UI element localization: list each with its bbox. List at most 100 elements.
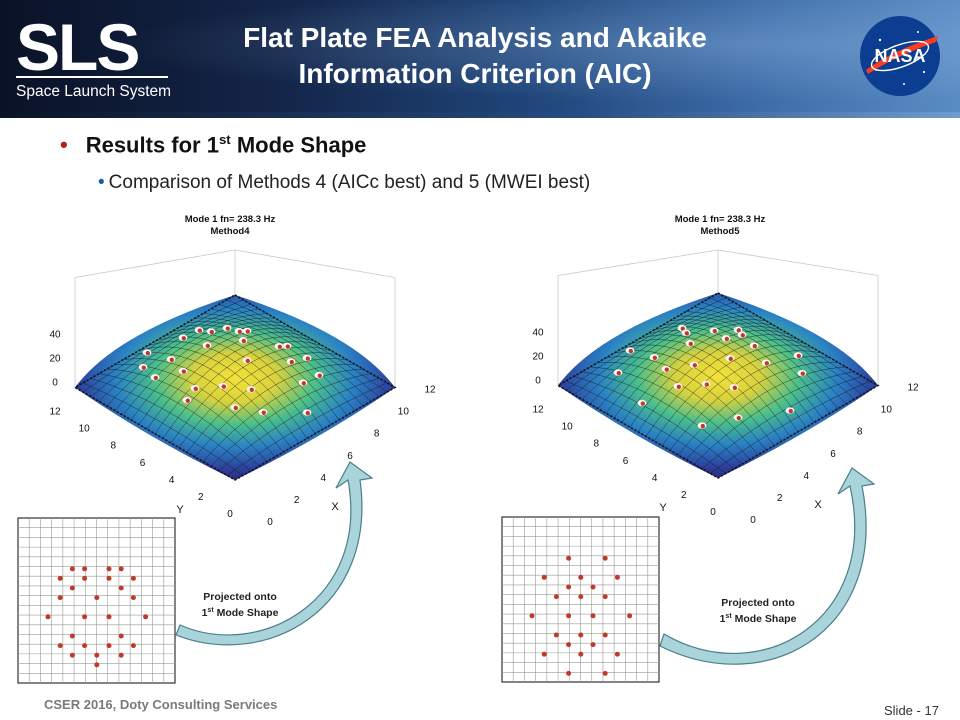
arrow-label-sup: st (207, 607, 214, 614)
plot-axes (557, 249, 879, 386)
plot-title-line1: Mode 1 fn= 238.3 Hz (675, 214, 766, 225)
nasa-logo-text: NASA (874, 46, 925, 66)
sensor-dot (106, 614, 112, 620)
sensor-dot (82, 643, 88, 649)
y-tick-label: 8 (594, 439, 600, 450)
sensor-dot (118, 633, 124, 639)
header-rule (0, 112, 960, 118)
bullet-results-prefix: Results for 1 (85, 132, 219, 158)
y-tick-label: 10 (562, 422, 574, 433)
arrow-label-sup: st (725, 613, 732, 620)
sensor-dot (529, 613, 535, 619)
x-tick-label: 0 (750, 515, 756, 526)
sensor-dot (118, 566, 124, 572)
sensor-dot (82, 575, 88, 581)
z-tick-label: 0 (535, 376, 541, 387)
bullet-results-suffix: Mode Shape (230, 132, 367, 158)
sensor-dot (94, 595, 100, 601)
y-axis-label: Y (659, 502, 667, 514)
sensor-grid (501, 516, 660, 683)
sensor-dot (566, 555, 572, 561)
bullet-comparison: • Comparison of Methods 4 (AICc best) and… (98, 172, 590, 194)
sensor-dot (82, 566, 88, 572)
sensor-dot (106, 566, 112, 572)
y-axis-label: Y (176, 504, 184, 516)
sls-logo-subtitle: Space Launch System (16, 83, 171, 100)
sensor-dot (553, 632, 559, 638)
arrow-label-line2: 1st Mode Shape (202, 607, 279, 619)
sensor-dot (602, 555, 608, 561)
nasa-logo: NASA (860, 16, 940, 96)
sensor-dot (118, 585, 124, 591)
sensor-dot (106, 643, 112, 649)
plot-title-line2: Method4 (210, 226, 250, 237)
sensor-dot (69, 566, 75, 572)
arrow-label-line1: Projected onto (721, 597, 795, 609)
z-tick-label: 0 (52, 378, 58, 389)
plot-title-line1: Mode 1 fn= 238.3 Hz (185, 214, 276, 225)
y-tick-label: 2 (681, 490, 687, 501)
bullet-results: • Results for 1st Mode Shape (60, 132, 366, 158)
footer-credit: CSER 2016, Doty Consulting Services (44, 697, 278, 712)
arrow-label-suffix: Mode Shape (214, 607, 279, 619)
sensor-dot (553, 594, 559, 600)
x-axis-label: X (814, 499, 822, 511)
sensor-dot (130, 595, 136, 601)
sensor-dot (541, 651, 547, 657)
arrow-label-prefix: 1 (202, 607, 208, 619)
bullet-dot: • (60, 132, 68, 158)
x-tick-label: 8 (857, 427, 863, 438)
y-tick-label: 6 (623, 456, 629, 467)
y-tick-label: 4 (652, 473, 658, 484)
arrow-label-suffix: Mode Shape (732, 613, 797, 625)
slide-title: Flat Plate FEA Analysis and Akaike Infor… (190, 20, 760, 92)
sensor-dot (566, 642, 572, 648)
sensor-dot (69, 585, 75, 591)
sensor-dot (57, 575, 63, 581)
sensor-dot (602, 594, 608, 600)
sensor-dot (627, 613, 633, 619)
mode-shape-surface (556, 292, 880, 479)
sensor-grid (17, 517, 176, 684)
z-tick-label: 40 (49, 330, 61, 341)
projection-arrow (659, 467, 876, 665)
sensor-dot (578, 632, 584, 638)
sensor-dot (602, 632, 608, 638)
sensor-dot (69, 652, 75, 658)
y-tick-label: 4 (169, 475, 175, 486)
sensor-dot (590, 584, 596, 590)
plot-axes (74, 249, 396, 388)
y-tick-label: 10 (79, 424, 91, 435)
bullet-results-sup: st (218, 132, 231, 147)
y-tick-label: 8 (111, 441, 117, 452)
x-tick-label: 6 (347, 451, 353, 462)
x-tick-label: 4 (804, 471, 810, 482)
bullet-comparison-text: Comparison of Methods 4 (AICc best) and … (108, 172, 591, 193)
sensor-dot (578, 651, 584, 657)
sensor-dot (94, 662, 100, 668)
sensor-dot (566, 584, 572, 590)
sensor-dot (130, 575, 136, 581)
arrow-label-line1: Projected onto (203, 591, 277, 603)
sensor-dot (69, 633, 75, 639)
sensor-dot (57, 595, 63, 601)
sensor-dot (57, 643, 63, 649)
sensor-dot (566, 670, 572, 676)
y-tick-label: 0 (710, 507, 716, 518)
sensor-dot (590, 613, 596, 619)
x-tick-label: 0 (267, 517, 273, 528)
projection-arrow (175, 461, 374, 646)
slide-title-line1: Flat Plate FEA Analysis and Akaike (243, 22, 707, 53)
surface-markers (138, 324, 324, 416)
x-tick-label: 2 (777, 493, 783, 504)
y-tick-label: 2 (198, 492, 204, 503)
sensor-dot (590, 642, 596, 648)
x-tick-label: 2 (294, 495, 300, 506)
sensor-dot (602, 670, 608, 676)
plot-title-line2: Method5 (700, 226, 740, 237)
arrow-label-prefix: 1 (720, 613, 726, 625)
sensor-dot (541, 574, 547, 580)
sensor-dot (130, 643, 136, 649)
sensor-dot (82, 614, 88, 620)
